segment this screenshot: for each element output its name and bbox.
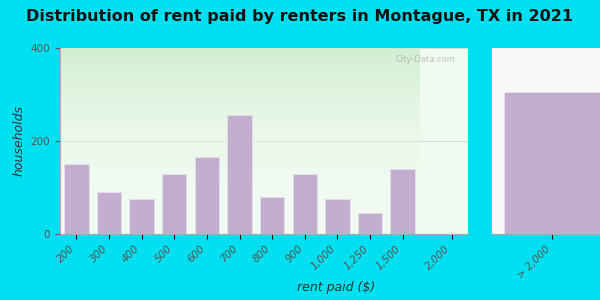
Text: Distribution of rent paid by renters in Montague, TX in 2021: Distribution of rent paid by renters in …	[26, 9, 574, 24]
Bar	[97, 192, 121, 234]
Bar	[194, 157, 219, 234]
Bar	[325, 199, 350, 234]
Y-axis label: households: households	[12, 106, 25, 176]
Bar	[260, 197, 284, 234]
Bar	[64, 164, 89, 234]
Bar	[293, 173, 317, 234]
Bar	[260, 197, 284, 234]
Bar	[194, 157, 219, 234]
Bar	[227, 116, 252, 234]
Bar	[227, 116, 252, 234]
Text: City-Data.com: City-Data.com	[396, 56, 456, 64]
Bar	[162, 173, 187, 234]
Bar	[391, 169, 415, 234]
Bar	[325, 199, 350, 234]
Bar	[64, 164, 89, 234]
Text: rent paid ($): rent paid ($)	[297, 281, 375, 294]
Bar	[504, 92, 600, 234]
Bar	[391, 169, 415, 234]
Bar	[293, 173, 317, 234]
Bar	[130, 199, 154, 234]
Bar	[358, 213, 382, 234]
Bar	[358, 213, 382, 234]
Bar	[97, 192, 121, 234]
Bar	[130, 199, 154, 234]
Bar	[162, 173, 187, 234]
